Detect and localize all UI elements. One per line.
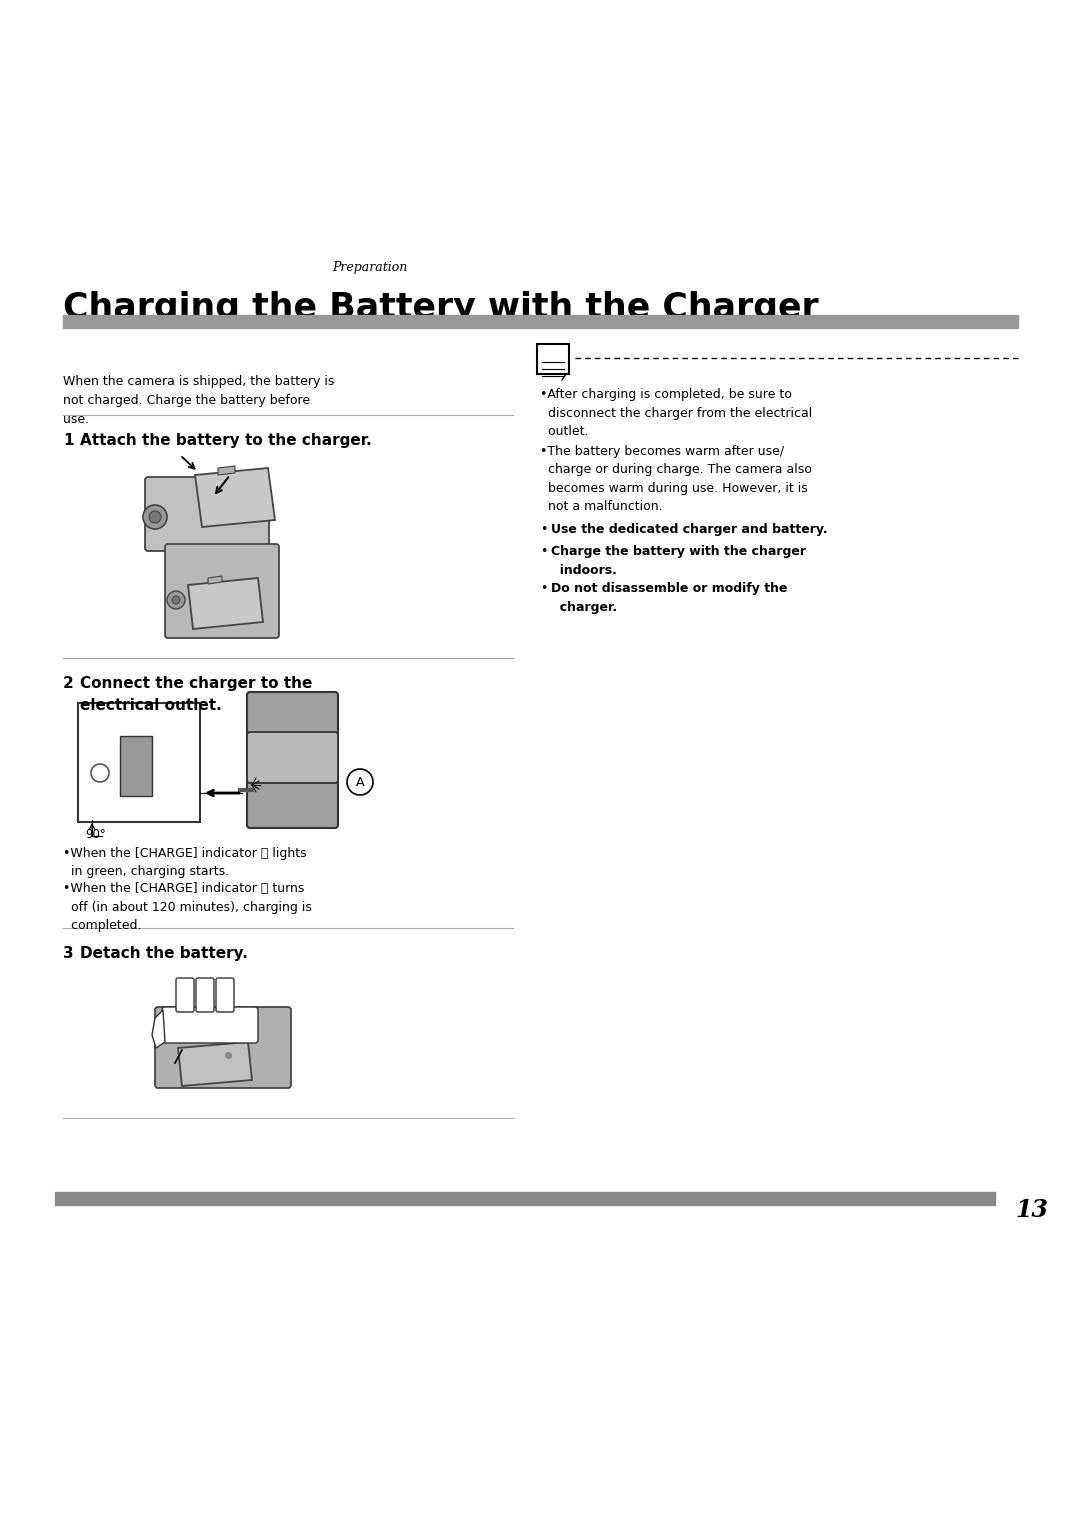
Text: Detach the battery.: Detach the battery. [80,946,248,961]
Text: 3: 3 [63,946,73,961]
Text: Attach the battery to the charger.: Attach the battery to the charger. [80,433,372,449]
Text: •When the [CHARGE] indicator Ⓐ lights
  in green, charging starts.: •When the [CHARGE] indicator Ⓐ lights in… [63,847,307,879]
FancyBboxPatch shape [165,543,279,638]
Polygon shape [152,1010,165,1048]
Polygon shape [208,575,222,584]
Circle shape [172,597,180,604]
Text: Preparation: Preparation [333,261,407,275]
Text: Connect the charger to the: Connect the charger to the [80,676,312,691]
Bar [63,314,1018,328]
Circle shape [347,769,373,795]
FancyBboxPatch shape [216,978,234,1012]
FancyBboxPatch shape [120,736,152,797]
Text: 1: 1 [63,433,73,449]
Text: 90°: 90° [85,829,106,841]
Circle shape [149,511,161,523]
Text: Use the dedicated charger and battery.: Use the dedicated charger and battery. [551,523,827,536]
FancyBboxPatch shape [145,478,269,551]
Text: •: • [540,581,548,595]
Circle shape [167,591,185,609]
FancyBboxPatch shape [176,978,194,1012]
Text: When the camera is shipped, the battery is
not charged. Charge the battery befor: When the camera is shipped, the battery … [63,375,335,426]
Text: A: A [355,775,364,789]
FancyBboxPatch shape [247,691,338,829]
Polygon shape [178,1042,252,1087]
Polygon shape [188,578,264,629]
FancyBboxPatch shape [162,1007,258,1042]
Text: Do not disassemble or modify the
  charger.: Do not disassemble or modify the charger… [551,581,787,613]
Text: •The battery becomes warm after use/
  charge or during charge. The camera also
: •The battery becomes warm after use/ cha… [540,446,812,514]
Polygon shape [195,468,275,526]
Text: Charging the Battery with the Charger: Charging the Battery with the Charger [63,291,819,325]
Polygon shape [218,465,235,475]
Text: electrical outlet.: electrical outlet. [80,697,221,713]
Text: 2: 2 [63,676,73,691]
Text: Charge the battery with the charger
  indoors.: Charge the battery with the charger indo… [551,545,806,577]
Bar [55,1192,995,1206]
FancyBboxPatch shape [247,732,338,783]
Circle shape [143,505,167,530]
Text: •: • [540,545,548,559]
FancyBboxPatch shape [78,703,200,823]
Circle shape [91,765,109,781]
Text: •After charging is completed, be sure to
  disconnect the charger from the elect: •After charging is completed, be sure to… [540,388,812,438]
Text: •: • [540,523,548,536]
FancyBboxPatch shape [156,1007,291,1088]
FancyBboxPatch shape [537,343,569,374]
FancyBboxPatch shape [195,978,214,1012]
Text: 13: 13 [1015,1198,1048,1222]
Text: •When the [CHARGE] indicator Ⓐ turns
  off (in about 120 minutes), charging is
 : •When the [CHARGE] indicator Ⓐ turns off… [63,882,312,932]
